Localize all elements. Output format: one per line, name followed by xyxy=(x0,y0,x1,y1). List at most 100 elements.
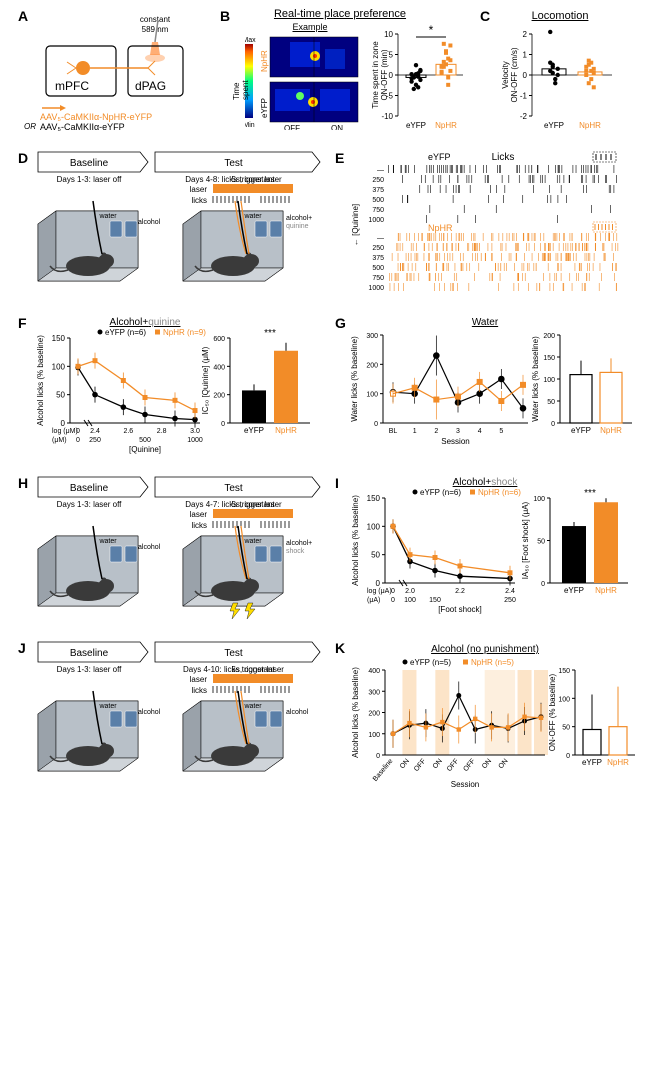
panel-j-diagram: BaselineDays 1-3: laser offTestDays 4-10… xyxy=(35,640,325,785)
svg-text:[Quinine]: [Quinine] xyxy=(129,445,161,454)
svg-text:589 nm: 589 nm xyxy=(142,25,169,34)
svg-text:0: 0 xyxy=(61,419,66,428)
panel-j-label: J xyxy=(18,640,26,656)
svg-text:NpHR: NpHR xyxy=(595,586,617,595)
svg-text:0: 0 xyxy=(566,753,570,760)
svg-text:quinine: quinine xyxy=(286,223,309,230)
svg-text:5s, constant: 5s, constant xyxy=(231,665,275,674)
panel-h-diagram: BaselineDays 1-3: laser offTestDays 4-7:… xyxy=(35,475,325,620)
svg-text:150: 150 xyxy=(52,334,66,343)
svg-text:ON: ON xyxy=(399,758,411,771)
svg-text:100: 100 xyxy=(366,392,378,399)
svg-text:0: 0 xyxy=(376,579,381,588)
svg-text:50: 50 xyxy=(537,539,545,546)
svg-text:alcohol: alcohol xyxy=(138,219,161,226)
svg-text:50: 50 xyxy=(547,399,555,406)
or-label: OR xyxy=(24,122,36,131)
panel-c-title: Locomotion xyxy=(495,10,625,22)
svg-text:200: 200 xyxy=(213,393,225,400)
svg-text:Alcohol (no punishment): Alcohol (no punishment) xyxy=(431,644,539,655)
svg-text:750: 750 xyxy=(372,207,384,214)
svg-text:50: 50 xyxy=(371,551,380,560)
svg-text:NpHR (n=5): NpHR (n=5) xyxy=(471,658,514,667)
svg-text:150: 150 xyxy=(429,597,441,604)
svg-text:licks: licks xyxy=(191,521,207,530)
svg-text:eYFP: eYFP xyxy=(582,758,602,767)
svg-text:alcohol: alcohol xyxy=(138,709,161,716)
svg-text:Alcohol licks (% baseline): Alcohol licks (% baseline) xyxy=(36,335,45,426)
svg-text:log (μA): log (μA) xyxy=(367,588,392,595)
svg-text:4: 4 xyxy=(478,428,482,435)
svg-text:IC₅₀ [Quinine] (μM): IC₅₀ [Quinine] (μM) xyxy=(201,346,210,414)
svg-text:Alcohol+shock: Alcohol+shock xyxy=(453,477,519,488)
svg-text:eYFP (n=6): eYFP (n=6) xyxy=(105,328,146,337)
panel-e-label: E xyxy=(335,150,344,166)
svg-text:600: 600 xyxy=(213,336,225,343)
panel-c-scatter: -2-1012eYFPNpHRVelocityON-OFF (cm/s) xyxy=(498,22,628,137)
svg-text:Water: Water xyxy=(472,317,499,328)
svg-text:alcohol+: alcohol+ xyxy=(286,215,312,222)
svg-text:Alcohol licks (% baseline): Alcohol licks (% baseline) xyxy=(351,495,360,586)
svg-text:Baseline: Baseline xyxy=(70,158,109,169)
svg-text:0: 0 xyxy=(523,71,528,80)
svg-text:ON: ON xyxy=(432,758,444,771)
svg-text:water: water xyxy=(243,703,262,710)
svg-text:*: * xyxy=(429,23,434,37)
svg-text:2.8: 2.8 xyxy=(157,428,167,435)
svg-text:NpHR: NpHR xyxy=(275,426,297,435)
svg-text:0: 0 xyxy=(374,421,378,428)
svg-text:3.0: 3.0 xyxy=(190,428,200,435)
panel-b-subtitle: Example xyxy=(265,22,355,32)
svg-text:150: 150 xyxy=(367,494,381,503)
svg-text:Water licks (% baseline): Water licks (% baseline) xyxy=(350,336,359,422)
svg-text:400: 400 xyxy=(213,364,225,371)
panel-f-label: F xyxy=(18,315,27,331)
svg-text:NpHR (n=6): NpHR (n=6) xyxy=(478,488,521,497)
svg-text:0: 0 xyxy=(551,421,555,428)
panel-b-heatmaps: Max Min OFF ON xyxy=(245,34,360,133)
svg-text:250: 250 xyxy=(89,437,101,444)
svg-text:1: 1 xyxy=(523,51,528,60)
svg-text:5: 5 xyxy=(499,428,503,435)
svg-text:Session: Session xyxy=(451,780,479,789)
svg-text:5s, constant: 5s, constant xyxy=(231,500,275,509)
svg-text:Alcohol licks (% baseline): Alcohol licks (% baseline) xyxy=(351,667,360,758)
svg-text:mPFC: mPFC xyxy=(55,79,89,93)
svg-text:200: 200 xyxy=(366,362,378,369)
panel-e-raster: eYFPLicks—2503755007501000NpHR—250375500… xyxy=(350,150,640,300)
svg-text:-1: -1 xyxy=(520,92,528,101)
svg-text:3: 3 xyxy=(456,428,460,435)
svg-text:1000: 1000 xyxy=(187,437,203,444)
colorbar-title: Time spent xyxy=(232,90,250,100)
svg-text:NpHR (n=9): NpHR (n=9) xyxy=(163,328,206,337)
svg-text:—: — xyxy=(377,235,384,242)
svg-text:eYFP (n=5): eYFP (n=5) xyxy=(410,658,451,667)
svg-text:150: 150 xyxy=(543,355,555,362)
svg-text:100: 100 xyxy=(367,522,381,531)
hm-eyfp: eYFP xyxy=(260,98,269,118)
svg-text:ON: ON xyxy=(481,758,493,771)
svg-text:OFF: OFF xyxy=(446,758,460,773)
svg-text:eYFP (n=6): eYFP (n=6) xyxy=(420,488,461,497)
svg-text:dPAG: dPAG xyxy=(135,79,166,93)
svg-text:400: 400 xyxy=(368,668,380,675)
svg-text:100: 100 xyxy=(543,377,555,384)
svg-text:shock: shock xyxy=(286,548,305,555)
hm-nphr: NpHR xyxy=(260,50,269,72)
svg-text:0: 0 xyxy=(391,597,395,604)
panel-a-label: A xyxy=(18,8,28,24)
svg-text:eYFP: eYFP xyxy=(544,121,564,130)
svg-text:250: 250 xyxy=(504,597,516,604)
svg-text:← [Quinine]: ← [Quinine] xyxy=(351,204,360,246)
svg-text:200: 200 xyxy=(543,333,555,340)
svg-text:500: 500 xyxy=(139,437,151,444)
svg-text:ON: ON xyxy=(331,124,343,130)
svg-text:eYFP: eYFP xyxy=(564,586,584,595)
panel-d-diagram: BaselineDays 1-3: laser offTestDays 4-8:… xyxy=(35,150,325,295)
panel-b-label: B xyxy=(220,8,230,24)
svg-text:NpHR: NpHR xyxy=(435,121,457,130)
virus1-label: AAV₅-CaMKIIα-NpHR-eYFP xyxy=(40,112,152,122)
svg-text:Session: Session xyxy=(441,437,469,446)
svg-text:0: 0 xyxy=(391,588,395,595)
svg-text:alcohol: alcohol xyxy=(138,544,161,551)
